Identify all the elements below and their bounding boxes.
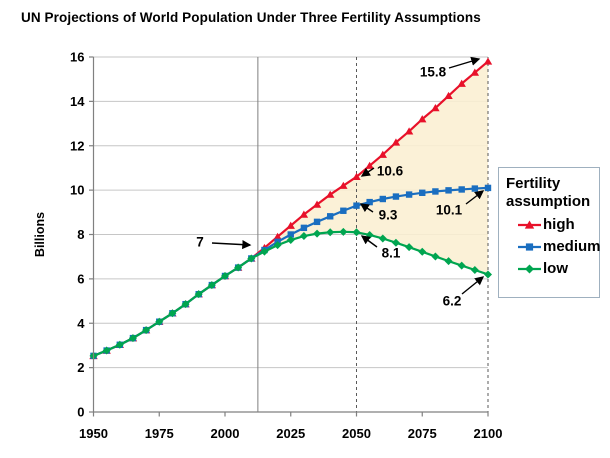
- legend-label-medium: medium: [543, 238, 601, 255]
- legend: Fertility assumption high medium low: [498, 167, 601, 298]
- annotation-10.1: 10.1: [436, 203, 463, 218]
- x-tick-label: 2025: [276, 426, 305, 441]
- y-axis-title: Billions: [33, 212, 47, 257]
- annotation-9.3: 9.3: [379, 208, 398, 223]
- annotation-10.6: 10.6: [377, 164, 404, 179]
- chart-title: UN Projections of World Population Under…: [21, 10, 481, 25]
- x-tick-label: 2075: [408, 426, 437, 441]
- legend-marker-high-icon: [518, 220, 541, 229]
- legend-item-high: high: [517, 217, 596, 233]
- y-tick-label: 14: [70, 94, 85, 109]
- legend-item-medium: medium: [517, 239, 601, 255]
- annotation-6.2: 6.2: [443, 294, 462, 309]
- annotations: 15.8 10.6 9.3 10.1 8.1 6.2 7: [196, 56, 485, 309]
- legend-label-high: high: [543, 216, 575, 233]
- annotation-8.1: 8.1: [382, 246, 401, 261]
- x-tick-label: 1950: [79, 426, 108, 441]
- y-tick-label: 6: [77, 271, 84, 286]
- series-low: [89, 227, 492, 360]
- y-tick-label: 8: [77, 227, 84, 242]
- y-tick-label: 0: [77, 405, 84, 420]
- x-tick-label: 2050: [342, 426, 371, 441]
- x-tick-label: 1975: [145, 426, 174, 441]
- x-tick-label: 2100: [474, 426, 503, 441]
- annotation-7: 7: [196, 235, 204, 250]
- y-tick-label: 4: [77, 316, 85, 331]
- legend-title: Fertility assumption: [506, 175, 591, 210]
- axes: 1950 1975 2000 2025 2050 2075 2100 0 2 4 6 8 10 12 14 1…: [70, 50, 502, 442]
- y-tick-label: 2: [77, 360, 84, 375]
- annotation-15.8: 15.8: [420, 65, 447, 80]
- x-tick-label: 2000: [211, 426, 240, 441]
- legend-label-low: low: [543, 260, 568, 277]
- legend-item-low: low: [517, 261, 596, 277]
- y-tick-label: 16: [70, 50, 84, 65]
- y-tick-label: 10: [70, 183, 84, 198]
- y-tick-label: 12: [70, 138, 84, 153]
- legend-marker-low-icon: [518, 264, 541, 274]
- legend-marker-medium-icon: [518, 243, 541, 251]
